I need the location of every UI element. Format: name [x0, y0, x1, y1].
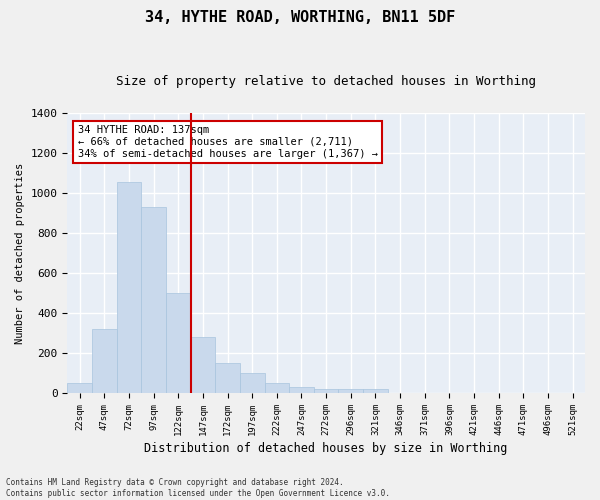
- Bar: [191, 337, 215, 393]
- Text: Contains HM Land Registry data © Crown copyright and database right 2024.
Contai: Contains HM Land Registry data © Crown c…: [6, 478, 390, 498]
- Bar: [92, 329, 116, 393]
- Title: Size of property relative to detached houses in Worthing: Size of property relative to detached ho…: [116, 75, 536, 88]
- Text: 34 HYTHE ROAD: 137sqm
← 66% of detached houses are smaller (2,711)
34% of semi-d: 34 HYTHE ROAD: 137sqm ← 66% of detached …: [77, 126, 377, 158]
- Bar: [338, 389, 363, 393]
- Bar: [240, 373, 265, 393]
- Bar: [289, 387, 314, 393]
- Bar: [265, 383, 289, 393]
- Bar: [314, 389, 338, 393]
- Bar: [67, 383, 92, 393]
- Y-axis label: Number of detached properties: Number of detached properties: [15, 162, 25, 344]
- Bar: [116, 182, 141, 393]
- Bar: [141, 207, 166, 393]
- X-axis label: Distribution of detached houses by size in Worthing: Distribution of detached houses by size …: [145, 442, 508, 455]
- Bar: [363, 389, 388, 393]
- Bar: [215, 363, 240, 393]
- Bar: [166, 293, 191, 393]
- Text: 34, HYTHE ROAD, WORTHING, BN11 5DF: 34, HYTHE ROAD, WORTHING, BN11 5DF: [145, 10, 455, 25]
